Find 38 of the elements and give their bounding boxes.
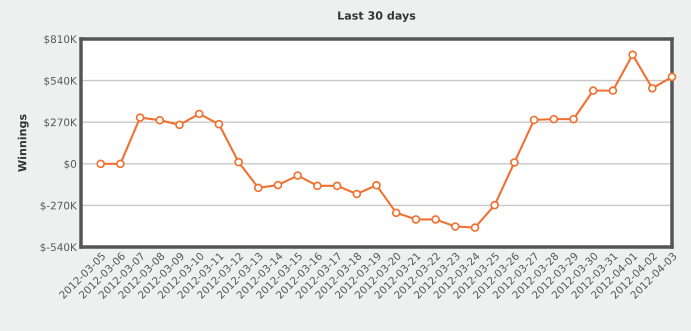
point	[549, 114, 558, 124]
point	[274, 180, 282, 190]
point	[569, 114, 578, 124]
y-tick-label: $270K	[44, 118, 78, 128]
point	[234, 158, 243, 166]
point	[332, 182, 342, 190]
point	[510, 158, 519, 167]
y-tick-label: $540K	[44, 76, 78, 86]
point	[372, 180, 381, 190]
point	[608, 86, 618, 95]
point	[293, 171, 302, 180]
point	[588, 86, 598, 95]
y-tick-label: $-270K	[40, 201, 78, 211]
point	[450, 222, 460, 231]
point	[96, 159, 106, 168]
y-axis-title: Winnings	[18, 114, 29, 172]
point	[530, 116, 538, 124]
point	[254, 184, 263, 192]
point	[352, 190, 362, 198]
point	[175, 120, 184, 130]
point	[412, 215, 420, 224]
y-tick-label: $-540K	[40, 243, 78, 252]
point	[431, 215, 440, 224]
point	[648, 84, 657, 93]
point	[628, 50, 637, 60]
point	[136, 113, 144, 122]
point	[194, 110, 204, 118]
point	[155, 116, 164, 125]
point	[668, 72, 676, 82]
y-tick-label: $810K	[44, 35, 78, 44]
chart-title: Last 30 days	[338, 11, 416, 22]
point	[490, 200, 500, 210]
point	[313, 182, 322, 190]
point	[392, 208, 401, 218]
point	[214, 120, 224, 129]
point	[470, 223, 480, 232]
point	[116, 159, 125, 168]
y-tick-label: $0	[64, 160, 76, 170]
